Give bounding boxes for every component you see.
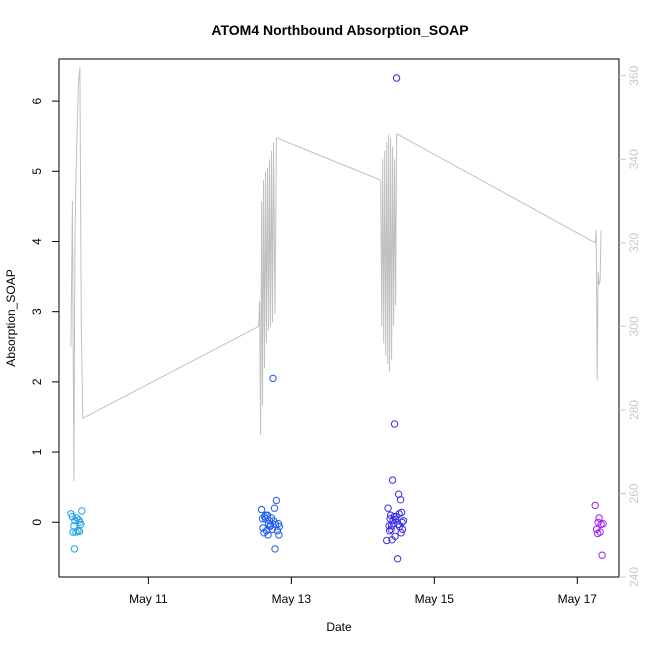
data-point-group-4 [599, 520, 607, 528]
x-axis: May 11 May 13 May 15 May 17 [129, 577, 597, 606]
right-y-tick-label: 340 [627, 149, 641, 169]
data-point-group-1 [69, 528, 77, 536]
chart-title: ATOM4 Northbound Absorption_SOAP [211, 22, 468, 38]
right-y-axis: 240 260 280 300 320 340 360 [619, 65, 641, 587]
data-point-group-4 [595, 514, 603, 522]
x-tick-label: May 15 [415, 592, 455, 606]
line-series [70, 67, 602, 481]
data-point-group-3 [387, 525, 395, 533]
data-point-group-2 [275, 531, 283, 539]
data-point-group-3 [390, 512, 398, 521]
data-point-group-3 [391, 532, 399, 540]
data-point-group-3 [384, 504, 392, 512]
x-tick-label: May 13 [272, 592, 312, 606]
right-y-tick-label: 360 [627, 65, 641, 85]
data-point-group-2 [264, 531, 272, 539]
y-tick-label: 1 [30, 448, 44, 455]
data-point-group-1 [70, 545, 79, 553]
data-point-group-3 [388, 476, 397, 484]
data-point-group-2 [275, 522, 284, 531]
data-point-group-3 [390, 420, 399, 428]
x-axis-label: Date [326, 620, 352, 634]
data-point-group-3 [393, 555, 402, 563]
x-tick-label: May 11 [129, 592, 168, 606]
y-axis-label: Absorption_SOAP [4, 269, 18, 366]
y-axis: 0 1 2 3 4 5 6 [30, 97, 59, 526]
line-layer [70, 67, 602, 481]
y-tick-label: 6 [30, 97, 44, 104]
right-y-tick-label: 300 [627, 316, 641, 336]
data-point-group-2 [270, 504, 279, 512]
data-point-group-4 [598, 551, 606, 559]
right-y-tick-label: 280 [627, 400, 641, 420]
data-point-group-1 [72, 528, 80, 536]
data-point-group-4 [594, 529, 602, 538]
data-point-group-3 [396, 496, 405, 504]
data-point-group-2 [257, 505, 266, 514]
data-point-group-2 [266, 522, 274, 531]
y-tick-label: 3 [30, 308, 44, 315]
y-tick-label: 5 [30, 168, 44, 175]
data-point-group-3 [392, 74, 401, 82]
data-point-group-2 [271, 545, 279, 553]
right-y-tick-label: 240 [627, 567, 641, 587]
plot-frame [58, 58, 620, 578]
data-point-group-2 [269, 374, 277, 383]
y-tick-label: 4 [30, 238, 44, 245]
data-point-group-3 [383, 536, 391, 545]
data-point-group-3 [398, 518, 406, 526]
data-point-group-3 [398, 525, 407, 533]
data-point-group-2 [258, 515, 267, 523]
right-y-tick-label: 260 [627, 483, 641, 503]
y-tick-label: 0 [30, 519, 44, 526]
y-tick-label: 2 [30, 378, 44, 385]
data-point-group-3 [394, 520, 402, 529]
data-point-group-2 [260, 529, 268, 537]
data-point-group-1 [77, 520, 85, 529]
data-point-group-2 [273, 527, 282, 535]
data-point-group-3 [385, 527, 394, 535]
data-point-group-4 [591, 501, 599, 510]
data-point-group-1 [68, 512, 77, 521]
data-point-group-3 [399, 517, 408, 525]
right-y-tick-label: 320 [627, 232, 641, 252]
data-point-group-1 [78, 507, 86, 515]
points-layer [67, 74, 607, 563]
data-point-group-3 [397, 529, 405, 537]
data-point-group-2 [272, 496, 281, 505]
x-tick-label: May 17 [558, 592, 598, 606]
